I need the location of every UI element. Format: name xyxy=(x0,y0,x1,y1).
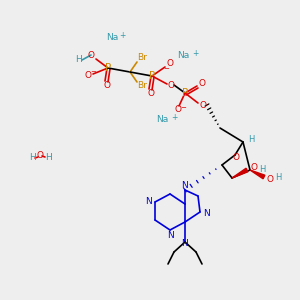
Text: O: O xyxy=(37,152,44,160)
Text: Na: Na xyxy=(106,34,118,43)
Text: O: O xyxy=(85,71,92,80)
Text: H: H xyxy=(45,154,51,163)
Text: P: P xyxy=(105,63,111,73)
Text: Na: Na xyxy=(156,116,168,124)
Text: +: + xyxy=(192,50,198,58)
Text: −: − xyxy=(180,105,186,111)
Text: N: N xyxy=(168,230,174,239)
Text: Br: Br xyxy=(137,82,147,91)
Text: O: O xyxy=(250,163,257,172)
Text: O: O xyxy=(88,50,94,59)
Text: H: H xyxy=(259,164,265,173)
Text: O: O xyxy=(167,58,173,68)
Text: O: O xyxy=(175,106,182,115)
Text: N: N xyxy=(146,197,152,206)
Text: P: P xyxy=(149,71,155,81)
Polygon shape xyxy=(232,168,248,178)
Polygon shape xyxy=(250,170,265,179)
Text: O: O xyxy=(167,80,175,89)
Text: O: O xyxy=(200,101,206,110)
Text: −: − xyxy=(163,66,169,72)
Text: P: P xyxy=(182,88,188,98)
Text: O: O xyxy=(232,152,239,161)
Text: O: O xyxy=(199,79,206,88)
Text: O: O xyxy=(103,80,110,89)
Text: N: N xyxy=(182,239,188,248)
Text: H: H xyxy=(275,173,281,182)
Text: N: N xyxy=(182,182,188,190)
Text: O: O xyxy=(266,176,274,184)
Text: H: H xyxy=(28,154,35,163)
Text: O: O xyxy=(148,89,154,98)
Text: H: H xyxy=(75,56,81,64)
Text: N: N xyxy=(202,209,209,218)
Text: +: + xyxy=(171,113,177,122)
Text: +: + xyxy=(119,32,125,40)
Text: Na: Na xyxy=(177,52,189,61)
Text: −: − xyxy=(90,69,96,75)
Text: H: H xyxy=(248,134,254,143)
Text: Br: Br xyxy=(137,53,147,62)
